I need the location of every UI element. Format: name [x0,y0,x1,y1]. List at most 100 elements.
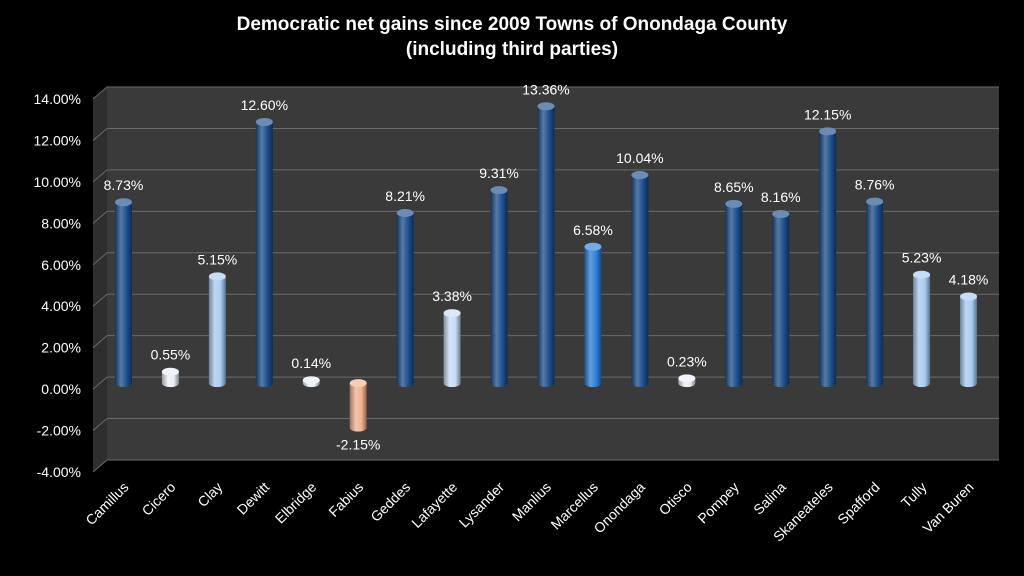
gridline [92,418,999,431]
bar-body [208,276,226,388]
bar-cap [584,242,602,251]
bar-pompey [725,199,743,388]
bar-body [443,313,461,388]
x-tick-label: Cicero [139,479,179,519]
x-tick-label: Spafford [834,479,883,528]
data-label: 9.31% [479,165,519,181]
data-label: 10.04% [616,150,663,166]
x-tick-label: Geddes [367,479,413,525]
bar-lafayette [443,309,461,388]
data-label: 0.55% [151,347,191,363]
bar-cap [960,292,978,301]
bar-cicero [161,367,179,388]
bar-body [913,274,931,388]
bar-cap [866,197,884,206]
bar-onondaga [631,171,649,388]
bar-body [772,214,790,388]
bar-body [490,190,508,388]
bar-body [725,203,743,388]
data-label: 12.60% [241,97,288,113]
bar-lysander [490,186,508,388]
x-tick-label: Tully [898,479,930,511]
bar-body [114,202,132,388]
bar-cap [161,367,179,376]
bars [114,102,978,432]
chart-title: Democratic net gains since 2009 Towns of… [0,12,1024,62]
data-label: 8.21% [385,188,425,204]
data-label: 4.18% [949,271,989,287]
data-labels: 8.73% 0.55% 5.15% 12.60% 0.14% -2.15% 8.21% 3.3… [104,81,989,452]
gridline [92,335,999,349]
bar-van-buren [960,292,978,388]
bar-cap [537,102,555,111]
y-tick-label: 6.00% [41,257,81,273]
data-label: 3.38% [432,288,472,304]
bar-body [161,371,179,388]
x-tick-label: Manlius [509,479,554,524]
data-label: 0.23% [667,353,707,369]
bar-fabius [349,379,367,432]
bar-body [960,296,978,388]
data-label: 8.16% [761,189,801,205]
bar-body [866,201,884,388]
x-tick-label: Clay [194,479,225,510]
bar-body [396,212,414,388]
bar-body [255,122,273,388]
data-label: -2.15% [336,437,380,453]
bar-cap [114,198,132,207]
y-axis-tick-labels: -4.00% -2.00% 0.00% 2.00% 4.00% 6.00% 8.00% 10.… [34,91,81,480]
data-label: 8.76% [855,177,895,193]
y-tick-label: 8.00% [41,215,81,231]
bar-cap [631,171,649,180]
x-tick-label: Dewitt [234,479,273,518]
x-axis-tick-labels: Camillus Cicero Clay Dewitt Elbridge Fabius Ge… [82,479,976,545]
gridline [92,459,999,473]
bar-spafford [866,197,884,388]
bar-camillus [114,198,132,388]
x-tick-label: Van Buren [919,479,976,536]
data-label: 6.58% [573,222,613,238]
data-label: 0.14% [291,355,331,371]
bar-skaneateles [819,127,837,388]
y-tick-label: 10.00% [34,174,81,190]
y-tick-label: 2.00% [41,340,81,356]
gridline [92,252,999,266]
bar-cap [349,379,367,388]
bar-body [819,131,837,388]
bar-cap [490,186,508,195]
bar-otisco [678,374,696,388]
bar-body [537,106,555,388]
y-tick-label: 0.00% [41,381,81,397]
gridline [92,169,999,183]
y-tick-label: 14.00% [34,91,81,107]
bar-body [349,383,367,432]
bar-manlius [537,102,555,388]
gridline [92,293,999,307]
data-label: 8.65% [714,179,754,195]
y-tick-label: -2.00% [37,423,81,439]
bar-salina [772,210,790,388]
y-tick-label: 12.00% [34,132,81,148]
bar-cap [678,374,696,383]
gridline [92,210,999,224]
y-tick-label: -4.00% [37,464,81,480]
bar-cap [772,210,790,219]
x-tick-label: Salina [750,479,789,518]
bar-cap [443,309,461,318]
x-tick-label: Lafayette [408,479,460,531]
data-label: 8.73% [104,177,144,193]
x-tick-label: Otisco [656,479,696,519]
x-tick-label: Onondaga [590,479,648,537]
bar-cap [725,199,743,208]
x-tick-label: Pompey [694,479,742,527]
bar-marcellus [584,242,602,388]
plot-side-wall [93,87,107,472]
bar-clay [208,272,226,388]
bar-cap [819,127,837,136]
bar-elbridge [302,376,320,388]
gridline [92,86,999,100]
gridline [92,127,999,141]
bar-cap [302,376,320,385]
bar-dewitt [255,118,273,388]
x-tick-label: Elbridge [272,479,320,527]
